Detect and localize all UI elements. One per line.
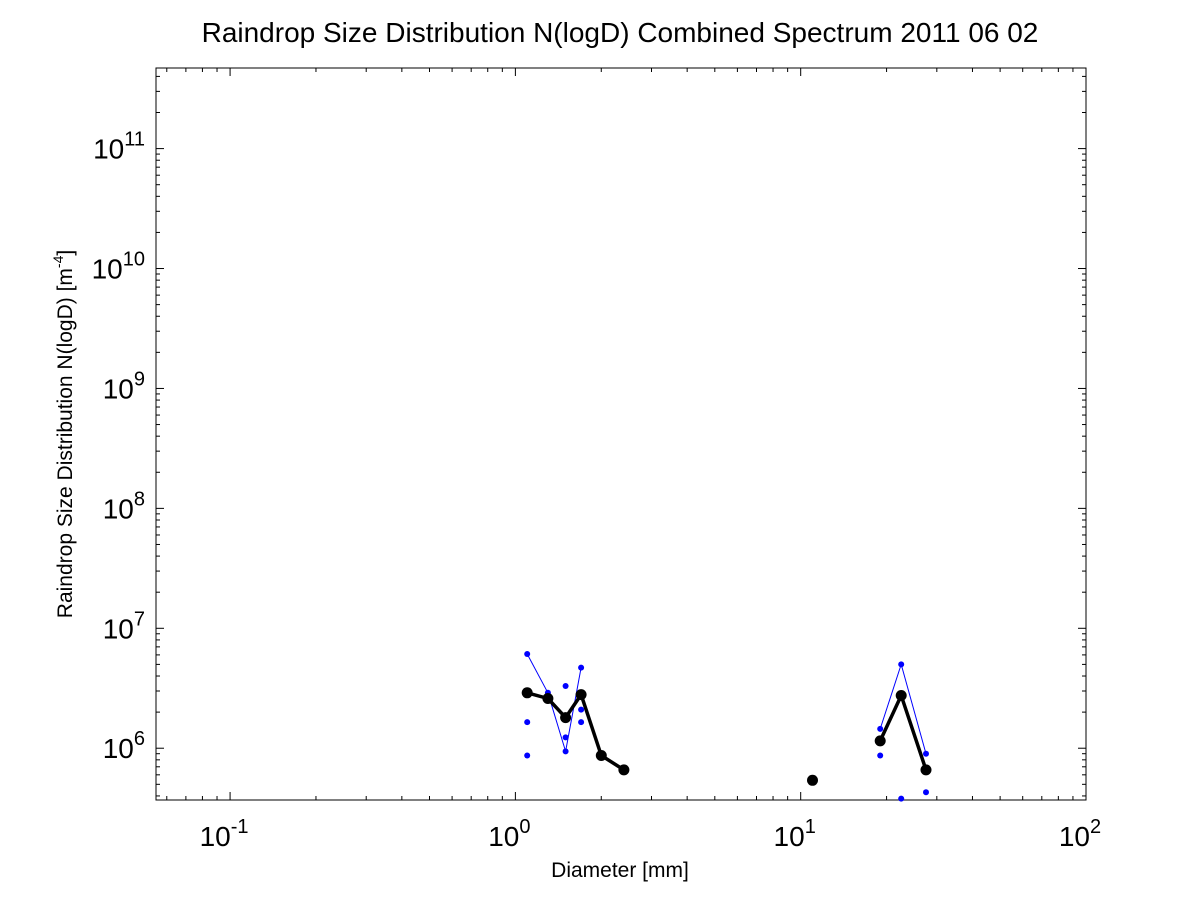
y-tick-label: 108: [103, 488, 145, 524]
data-point: [560, 712, 572, 724]
y-tick-label-exponent: 11: [124, 129, 145, 151]
y-tick-label: 107: [103, 608, 145, 644]
data-point: [524, 752, 531, 759]
x-tick-label-base: 10: [488, 821, 519, 852]
y-tick-label-exponent: 9: [134, 368, 145, 390]
data-point: [895, 690, 907, 701]
y-tick-label: 1010: [92, 249, 145, 285]
y-axis-label-exponent: -4: [50, 255, 66, 268]
y-tick-label-base: 10: [103, 613, 134, 644]
y-tick-label: 1011: [93, 129, 145, 165]
data-point: [575, 689, 587, 701]
x-tick-label: 101: [774, 816, 816, 852]
data-point: [521, 687, 533, 699]
data-point: [595, 750, 607, 761]
series-line: [526, 653, 582, 752]
chart-title: Raindrop Size Distribution N(logD) Combi…: [202, 17, 1039, 48]
x-tick-label-base: 10: [200, 821, 231, 852]
y-tick-label-exponent: 10: [123, 249, 145, 271]
x-tick-label-base: 10: [774, 821, 805, 852]
data-point: [807, 774, 818, 786]
x-tick-label-exponent: 1: [805, 816, 816, 838]
y-tick-label-exponent: 8: [134, 488, 145, 510]
data-point: [562, 683, 569, 689]
x-axis-label: Diameter [mm]: [551, 859, 689, 882]
data-point: [877, 752, 884, 759]
data-point: [898, 795, 905, 802]
x-tick-label: 10-1: [200, 816, 249, 852]
series-2: [521, 687, 932, 786]
x-tick-label: 102: [1059, 816, 1101, 852]
y-tick-label-base: 10: [103, 373, 134, 404]
y-axis-label-close: ]: [54, 250, 77, 256]
data-point: [877, 725, 884, 732]
data-point: [874, 735, 886, 747]
y-axis-label: Raindrop Size Distribution N(logD) [m-4]: [50, 250, 77, 618]
data-point: [618, 764, 630, 776]
y-tick-label-base: 10: [103, 493, 134, 524]
y-tick-label: 109: [103, 368, 145, 404]
x-tick-label-exponent: 0: [519, 816, 530, 838]
data-point: [562, 734, 569, 741]
x-tick-label-base: 10: [1059, 821, 1090, 852]
data-point: [898, 661, 905, 668]
x-tick-label-exponent: 2: [1090, 816, 1101, 838]
data-point: [578, 706, 585, 713]
data-point: [920, 764, 932, 776]
x-tick-label: 100: [488, 816, 530, 852]
y-tick-label: 106: [103, 728, 145, 764]
y-tick-label-base: 10: [93, 134, 124, 165]
y-tick-label-exponent: 7: [134, 608, 145, 630]
y-tick-label-exponent: 6: [134, 728, 145, 750]
data-point: [524, 719, 531, 726]
x-axis: 10-1 100 101 102: [166, 68, 1101, 852]
plot-area: [155, 67, 1087, 801]
data-point: [578, 664, 585, 671]
data-point: [562, 748, 569, 755]
y-tick-label-base: 10: [92, 254, 123, 285]
data-point: [923, 789, 929, 796]
data-point: [578, 719, 585, 726]
data-point: [524, 651, 531, 657]
data-series: [521, 651, 932, 802]
x-tick-label-exponent: -1: [231, 816, 249, 838]
data-point: [923, 750, 929, 757]
data-point: [542, 693, 554, 704]
y-axis-label-main: Raindrop Size Distribution N(logD) [m: [54, 268, 77, 618]
y-tick-label-base: 10: [103, 733, 134, 764]
